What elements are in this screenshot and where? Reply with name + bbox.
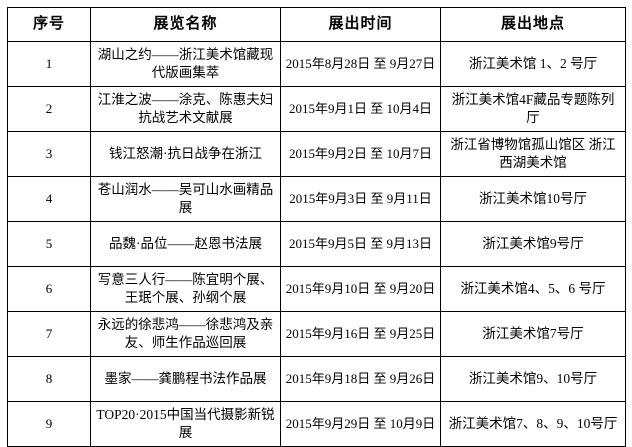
column-header-date: 展出时间 [280, 7, 441, 42]
column-header-venue: 展出地点 [440, 7, 626, 42]
cell-name: TOP20·2015中国当代摄影新锐展 [90, 401, 281, 447]
cell-index: 2 [7, 86, 91, 132]
table-row: 2 江淮之波——涂克、陈惠夫妇抗战艺术文献展 2015年9月1日 至 10月4日… [7, 86, 626, 132]
table-row: 3 钱江怒潮·抗日战争在浙江 2015年9月2日 至 10月7日 浙江省博物馆孤… [7, 131, 626, 177]
cell-date: 2015年9月5日 至 9月13日 [280, 221, 441, 267]
cell-venue: 浙江美术馆 1、2 号厅 [440, 41, 626, 87]
table-row: 9 TOP20·2015中国当代摄影新锐展 2015年9月29日 至 10月9日… [7, 401, 626, 447]
table-row: 7 永远的徐悲鸿——徐悲鸿及亲友、师生作品巡回展 2015年9月16日 至 9月… [7, 311, 626, 357]
cell-date: 2015年9月10日 至 9月20日 [280, 266, 441, 312]
cell-venue: 浙江美术馆9、10号厅 [440, 356, 626, 402]
document-page: 序号 展览名称 展出时间 展出地点 1 湖山之约——浙江美术馆藏现代版画集萃 2… [7, 7, 626, 447]
table-row: 1 湖山之约——浙江美术馆藏现代版画集萃 2015年8月28日 至 9月27日 … [7, 41, 626, 87]
table-row: 5 品魏·品位——赵恩书法展 2015年9月5日 至 9月13日 浙江美术馆9号… [7, 221, 626, 267]
cell-venue: 浙江省博物馆孤山馆区 浙江西湖美术馆 [440, 131, 626, 177]
cell-venue: 浙江美术馆9号厅 [440, 221, 626, 267]
table-body: 1 湖山之约——浙江美术馆藏现代版画集萃 2015年8月28日 至 9月27日 … [7, 41, 626, 447]
table-header: 序号 展览名称 展出时间 展出地点 [7, 7, 626, 42]
cell-name: 苍山润水——吴可山水画精品展 [90, 176, 281, 222]
cell-date: 2015年9月1日 至 10月4日 [280, 86, 441, 132]
cell-date: 2015年9月29日 至 10月9日 [280, 401, 441, 447]
cell-index: 4 [7, 176, 91, 222]
cell-index: 8 [7, 356, 91, 402]
table-header-row: 序号 展览名称 展出时间 展出地点 [7, 7, 626, 42]
table-row: 4 苍山润水——吴可山水画精品展 2015年9月3日 至 9月11日 浙江美术馆… [7, 176, 626, 222]
cell-date: 2015年9月3日 至 9月11日 [280, 176, 441, 222]
table-row: 6 写意三人行——陈宜明个展、王珉个展、孙纲个展 2015年9月10日 至 9月… [7, 266, 626, 312]
column-header-name: 展览名称 [90, 7, 281, 42]
cell-index: 1 [7, 41, 91, 87]
cell-index: 3 [7, 131, 91, 177]
cell-venue: 浙江美术馆10号厅 [440, 176, 626, 222]
cell-venue: 浙江美术馆4F藏品专题陈列厅 [440, 86, 626, 132]
cell-index: 9 [7, 401, 91, 447]
cell-name: 墨家——龚鹏程书法作品展 [90, 356, 281, 402]
cell-venue: 浙江美术馆4、5、6 号厅 [440, 266, 626, 312]
cell-name: 钱江怒潮·抗日战争在浙江 [90, 131, 281, 177]
cell-name: 永远的徐悲鸿——徐悲鸿及亲友、师生作品巡回展 [90, 311, 281, 357]
cell-date: 2015年8月28日 至 9月27日 [280, 41, 441, 87]
cell-date: 2015年9月18日 至 9月26日 [280, 356, 441, 402]
column-header-index: 序号 [7, 7, 91, 42]
cell-index: 6 [7, 266, 91, 312]
cell-venue: 浙江美术馆7号厅 [440, 311, 626, 357]
cell-venue: 浙江美术馆7、8、9、10号厅 [440, 401, 626, 447]
cell-date: 2015年9月2日 至 10月7日 [280, 131, 441, 177]
cell-name: 品魏·品位——赵恩书法展 [90, 221, 281, 267]
cell-date: 2015年9月16日 至 9月25日 [280, 311, 441, 357]
cell-index: 5 [7, 221, 91, 267]
exhibition-schedule-table: 序号 展览名称 展出时间 展出地点 1 湖山之约——浙江美术馆藏现代版画集萃 2… [7, 7, 626, 447]
table-row: 8 墨家——龚鹏程书法作品展 2015年9月18日 至 9月26日 浙江美术馆9… [7, 356, 626, 402]
cell-name: 江淮之波——涂克、陈惠夫妇抗战艺术文献展 [90, 86, 281, 132]
cell-name: 写意三人行——陈宜明个展、王珉个展、孙纲个展 [90, 266, 281, 312]
cell-index: 7 [7, 311, 91, 357]
cell-name: 湖山之约——浙江美术馆藏现代版画集萃 [90, 41, 281, 87]
